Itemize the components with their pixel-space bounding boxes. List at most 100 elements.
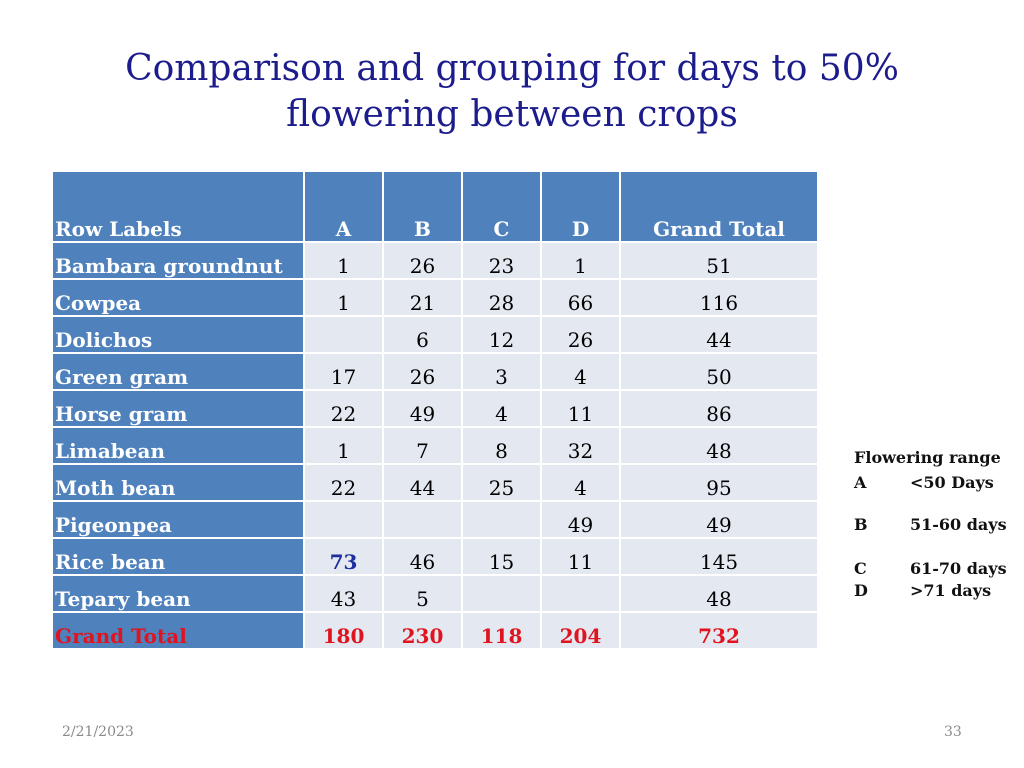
grand-total-b: 230 — [384, 613, 461, 648]
cell-b — [384, 502, 461, 537]
grand-total-c: 118 — [463, 613, 540, 648]
cell-total: 44 — [621, 317, 817, 352]
row-label: Limabean — [53, 428, 303, 463]
cell-a: 22 — [305, 465, 382, 500]
cell-b: 26 — [384, 354, 461, 389]
cell-d: 32 — [542, 428, 619, 463]
table-row: Horse gram 22 49 4 11 86 — [53, 391, 817, 426]
cell-a: 1 — [305, 428, 382, 463]
legend-key: D — [854, 580, 868, 600]
cell-c: 25 — [463, 465, 540, 500]
cell-d: 49 — [542, 502, 619, 537]
table-row: Dolichos 6 12 26 44 — [53, 317, 817, 352]
cell-c: 12 — [463, 317, 540, 352]
row-label: Bambara groundnut — [53, 243, 303, 278]
header-row-labels: Row Labels — [53, 172, 303, 241]
cell-total: 48 — [621, 428, 817, 463]
header-grand-total: Grand Total — [621, 172, 817, 241]
header-c: C — [463, 172, 540, 241]
cell-c: 28 — [463, 280, 540, 315]
cell-a: 22 — [305, 391, 382, 426]
cell-total: 51 — [621, 243, 817, 278]
header-d: D — [542, 172, 619, 241]
cell-b: 5 — [384, 576, 461, 611]
cell-d: 11 — [542, 539, 619, 574]
cell-b: 6 — [384, 317, 461, 352]
cell-total: 116 — [621, 280, 817, 315]
cell-a: 1 — [305, 280, 382, 315]
legend-item: C 61-70 days — [854, 557, 1019, 579]
grand-total-a: 180 — [305, 613, 382, 648]
cell-total: 48 — [621, 576, 817, 611]
cell-c: 3 — [463, 354, 540, 389]
table-header-row: Row Labels A B C D Grand Total — [53, 172, 817, 241]
flowering-range-legend: Flowering range A <50 Days B 51-60 days … — [854, 448, 1019, 601]
row-label: Moth bean — [53, 465, 303, 500]
grand-total-value: 732 — [621, 613, 817, 648]
cell-d — [542, 576, 619, 611]
cell-a: 43 — [305, 576, 382, 611]
legend-range: >71 days — [910, 580, 992, 600]
table-row: Green gram 17 26 3 4 50 — [53, 354, 817, 389]
table-row: Cowpea 1 21 28 66 116 — [53, 280, 817, 315]
cell-total: 50 — [621, 354, 817, 389]
cell-c: 8 — [463, 428, 540, 463]
slide-date: 2/21/2023 — [62, 724, 134, 740]
legend-key: B — [854, 514, 868, 534]
cell-d: 11 — [542, 391, 619, 426]
table-row: Bambara groundnut 1 26 23 1 51 — [53, 243, 817, 278]
table-row: Pigeonpea 49 49 — [53, 502, 817, 537]
cell-c — [463, 576, 540, 611]
table-row: Rice bean 73 46 15 11 145 — [53, 539, 817, 574]
cell-total: 95 — [621, 465, 817, 500]
slide-page-number: 33 — [944, 724, 962, 740]
cell-d: 66 — [542, 280, 619, 315]
cell-d: 26 — [542, 317, 619, 352]
cell-total: 49 — [621, 502, 817, 537]
legend-range: 51-60 days — [910, 514, 1007, 534]
legend-key: A — [854, 472, 867, 492]
cell-a — [305, 502, 382, 537]
cell-c: 23 — [463, 243, 540, 278]
title-line-1: Comparison and grouping for days to 50% — [125, 48, 899, 89]
header-a: A — [305, 172, 382, 241]
cell-c: 4 — [463, 391, 540, 426]
grand-total-label: Grand Total — [53, 613, 303, 648]
cell-b: 49 — [384, 391, 461, 426]
row-label: Green gram — [53, 354, 303, 389]
cell-total: 145 — [621, 539, 817, 574]
cell-d: 4 — [542, 465, 619, 500]
legend-range: <50 Days — [910, 472, 994, 492]
cell-a: 1 — [305, 243, 382, 278]
cell-d: 4 — [542, 354, 619, 389]
legend-key: C — [854, 558, 867, 578]
cell-c: 15 — [463, 539, 540, 574]
cell-b: 21 — [384, 280, 461, 315]
header-b: B — [384, 172, 461, 241]
cell-a: 17 — [305, 354, 382, 389]
legend-heading: Flowering range — [854, 448, 1001, 467]
row-label: Rice bean — [53, 539, 303, 574]
legend-item: A <50 Days — [854, 471, 1019, 493]
slide-title: Comparison and grouping for days to 50% … — [60, 46, 964, 138]
cell-c — [463, 502, 540, 537]
cell-b: 7 — [384, 428, 461, 463]
cell-total: 86 — [621, 391, 817, 426]
cell-b: 26 — [384, 243, 461, 278]
legend-item: D >71 days — [854, 579, 1019, 601]
legend-range: 61-70 days — [910, 558, 1007, 578]
flowering-table: Row Labels A B C D Grand Total Bambara g… — [51, 170, 819, 650]
row-label: Dolichos — [53, 317, 303, 352]
cell-b: 44 — [384, 465, 461, 500]
row-label: Pigeonpea — [53, 502, 303, 537]
row-label: Cowpea — [53, 280, 303, 315]
grand-total-d: 204 — [542, 613, 619, 648]
cell-a — [305, 317, 382, 352]
cell-b: 46 — [384, 539, 461, 574]
cell-a-highlight: 73 — [305, 539, 382, 574]
legend-item: B 51-60 days — [854, 513, 1019, 535]
grand-total-row: Grand Total 180 230 118 204 732 — [53, 613, 817, 648]
row-label: Tepary bean — [53, 576, 303, 611]
row-label: Horse gram — [53, 391, 303, 426]
table-row: Limabean 1 7 8 32 48 — [53, 428, 817, 463]
